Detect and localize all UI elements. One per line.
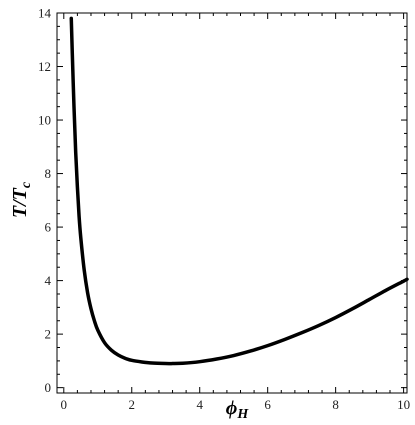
x-tick-label: 10 [397, 397, 410, 412]
x-axis-label: ϕH [226, 397, 250, 422]
y-tick-label: 14 [38, 6, 52, 21]
x-tick-label: 4 [196, 397, 203, 412]
y-tick-label: 12 [38, 59, 51, 74]
x-tick-label: 6 [264, 397, 271, 412]
y-tick-label: 10 [38, 113, 51, 128]
x-tick-label: 2 [129, 397, 136, 412]
y-tick-label: 2 [45, 327, 52, 342]
tick-labels: 0 2 4 6 8 10 0 2 4 6 8 10 12 14 [38, 6, 410, 413]
y-tick-label: 8 [45, 166, 52, 181]
plot-frame [56, 12, 408, 394]
y-tick-label: 4 [45, 273, 52, 288]
x-tick-label: 0 [61, 397, 68, 412]
y-tick-label: 6 [45, 220, 52, 235]
series-line [69, 16, 409, 366]
y-axis-label: T/Tc [9, 181, 34, 218]
y-tick-label: 0 [45, 380, 52, 395]
ticks [57, 12, 407, 393]
x-tick-label: 8 [332, 397, 339, 412]
